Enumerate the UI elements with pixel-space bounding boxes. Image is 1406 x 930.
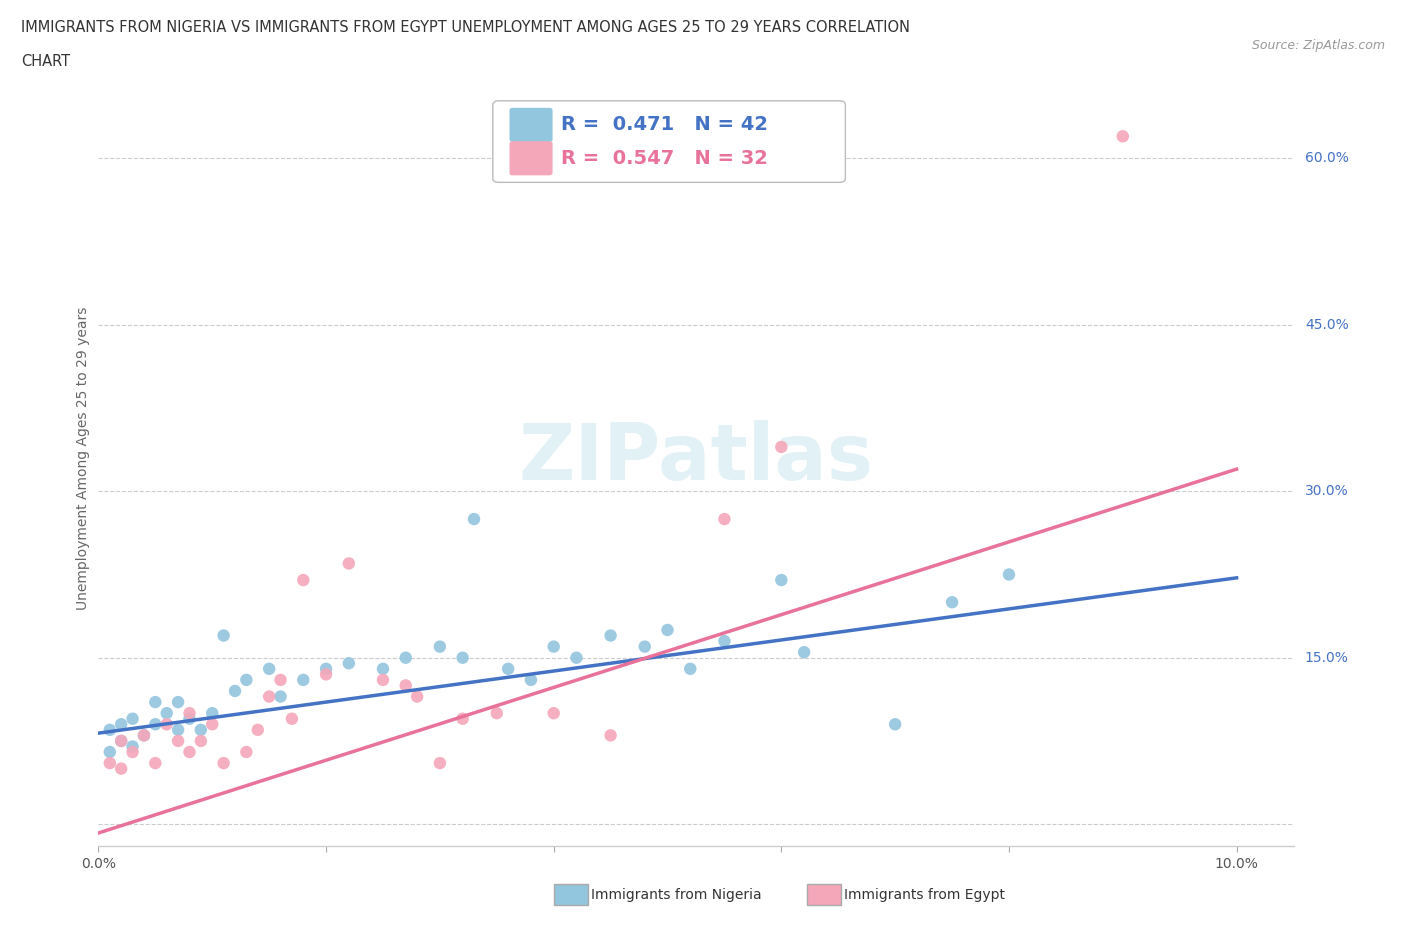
Point (235, 672, 257, 687)
Point (179, 706, 201, 721)
Text: R =  0.547   N = 32: R = 0.547 N = 32 (561, 149, 768, 167)
Point (884, 717, 907, 732)
Point (190, 734, 212, 749)
Point (941, 595, 963, 610)
Point (337, 656, 360, 671)
Point (167, 695, 190, 710)
Point (132, 728, 155, 743)
Point (371, 672, 394, 687)
Point (657, 622, 679, 637)
Point (315, 667, 337, 682)
Point (281, 711, 304, 726)
Point (121, 745, 143, 760)
Text: CHART: CHART (21, 54, 70, 69)
Point (212, 756, 235, 771)
Text: 15.0%: 15.0% (1305, 651, 1348, 665)
Point (599, 628, 621, 643)
Point (190, 723, 212, 737)
Point (132, 728, 155, 743)
FancyBboxPatch shape (494, 100, 845, 182)
Point (770, 573, 793, 588)
Point (121, 739, 143, 754)
Point (143, 756, 166, 771)
Point (179, 745, 201, 760)
Point (634, 639, 657, 654)
Point (235, 745, 257, 760)
Point (395, 650, 418, 665)
Point (212, 628, 235, 643)
Text: Source: ZipAtlas.com: Source: ZipAtlas.com (1251, 39, 1385, 52)
Point (121, 711, 143, 726)
Point (110, 761, 132, 776)
Text: Immigrants from Nigeria: Immigrants from Nigeria (591, 887, 761, 902)
Point (167, 723, 190, 737)
Text: 60.0%: 60.0% (1305, 152, 1348, 166)
Point (257, 689, 280, 704)
Point (201, 706, 224, 721)
Point (167, 734, 190, 749)
Point (257, 661, 280, 676)
Point (451, 711, 474, 726)
Point (98, 745, 121, 760)
Point (292, 573, 315, 588)
Point (496, 661, 519, 676)
Point (406, 689, 429, 704)
Point (315, 661, 337, 676)
Text: 30.0%: 30.0% (1305, 485, 1348, 498)
Point (543, 639, 565, 654)
FancyBboxPatch shape (509, 108, 553, 142)
Point (429, 639, 451, 654)
Point (224, 684, 246, 698)
Text: 45.0%: 45.0% (1305, 318, 1348, 332)
Point (485, 706, 508, 721)
Point (156, 717, 179, 732)
Point (451, 650, 474, 665)
Point (793, 644, 815, 659)
Point (201, 717, 224, 732)
Point (98, 756, 121, 771)
Point (679, 661, 702, 676)
Text: Immigrants from Egypt: Immigrants from Egypt (844, 887, 1005, 902)
Point (179, 711, 201, 726)
Point (270, 689, 292, 704)
Point (270, 672, 292, 687)
Point (110, 734, 132, 749)
Point (998, 567, 1021, 582)
Text: IMMIGRANTS FROM NIGERIA VS IMMIGRANTS FROM EGYPT UNEMPLOYMENT AMONG AGES 25 TO 2: IMMIGRANTS FROM NIGERIA VS IMMIGRANTS FR… (21, 20, 910, 35)
Point (463, 512, 485, 526)
Text: R =  0.471   N = 42: R = 0.471 N = 42 (561, 115, 768, 135)
Point (1112, 129, 1135, 144)
Point (543, 706, 565, 721)
Point (429, 756, 451, 771)
Point (143, 695, 166, 710)
Point (156, 706, 179, 721)
Point (371, 661, 394, 676)
Point (292, 672, 315, 687)
FancyBboxPatch shape (509, 141, 553, 176)
Point (98, 723, 121, 737)
Y-axis label: Unemployment Among Ages 25 to 29 years: Unemployment Among Ages 25 to 29 years (76, 306, 90, 610)
Point (520, 672, 543, 687)
Text: ZIPatlas: ZIPatlas (519, 420, 873, 496)
Point (395, 678, 418, 693)
Point (713, 633, 735, 648)
Point (110, 717, 132, 732)
Point (770, 440, 793, 455)
Point (599, 728, 621, 743)
Point (337, 556, 360, 571)
Point (143, 717, 166, 732)
Point (713, 512, 735, 526)
Point (246, 723, 269, 737)
Point (565, 650, 588, 665)
Point (110, 734, 132, 749)
